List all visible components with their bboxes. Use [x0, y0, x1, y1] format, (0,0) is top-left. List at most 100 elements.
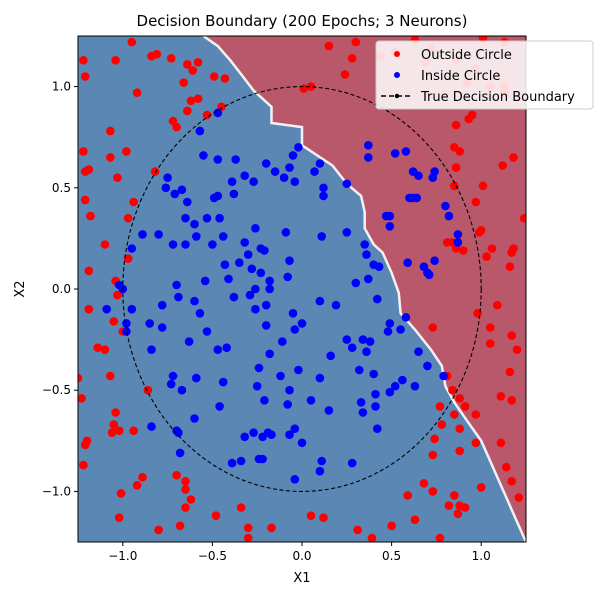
inside-point: [195, 309, 205, 318]
outside-point: [493, 300, 502, 310]
legend-marker-outside: [394, 51, 400, 57]
outside-point: [129, 426, 138, 436]
outside-point: [175, 521, 185, 531]
x-tick-label: −0.5: [198, 549, 227, 563]
outside-point: [84, 165, 94, 174]
outside-point: [505, 262, 515, 272]
inside-point: [288, 309, 298, 318]
outside-point: [476, 483, 486, 492]
outside-point: [496, 392, 506, 401]
outside-point: [428, 323, 438, 332]
inside-point: [127, 304, 137, 314]
outside-point: [514, 493, 524, 502]
outside-point: [113, 290, 122, 300]
inside-point: [175, 448, 185, 458]
inside-point: [315, 296, 325, 306]
outside-point: [80, 72, 90, 81]
y-tick-label: 0.5: [52, 181, 71, 195]
outside-point: [306, 82, 316, 91]
outside-point: [387, 521, 396, 531]
outside-point: [111, 56, 120, 65]
inside-point: [364, 274, 373, 284]
inside-point: [260, 246, 269, 255]
legend-label-inside: Inside Circle: [421, 69, 500, 84]
x-tick-label: −1.0: [108, 549, 137, 563]
legend-label-true-boundary: True Decision Boundary: [420, 90, 575, 105]
outside-point: [100, 345, 110, 355]
outside-point: [154, 525, 163, 535]
outside-point: [347, 54, 357, 63]
outside-point: [485, 339, 495, 348]
outside-point: [138, 472, 147, 482]
inside-point: [229, 292, 239, 302]
model-decision-boundary: [202, 36, 526, 542]
inside-point: [147, 422, 156, 431]
inside-point: [122, 319, 131, 328]
inside-point: [430, 167, 439, 176]
outside-point: [123, 254, 133, 263]
inside-point: [220, 260, 230, 270]
y-tick-label: −0.5: [42, 383, 71, 397]
inside-point: [261, 159, 271, 168]
inside-point: [192, 232, 201, 241]
inside-point: [278, 337, 287, 346]
inside-point: [412, 193, 422, 203]
inside-point: [294, 143, 303, 152]
inside-point: [236, 456, 246, 466]
inside-point: [251, 224, 260, 233]
outside-point: [114, 513, 124, 522]
outside-point: [351, 37, 361, 47]
inside-point: [122, 327, 131, 336]
y-tick-label: 0.0: [52, 282, 71, 296]
inside-point: [294, 365, 303, 375]
inside-point: [177, 185, 187, 195]
outside-point: [460, 402, 470, 411]
outside-point: [78, 373, 83, 383]
inside-point: [390, 149, 400, 158]
inside-point: [170, 189, 180, 199]
inside-point: [315, 373, 325, 383]
inside-point: [342, 335, 352, 344]
outside-point: [444, 501, 454, 510]
outside-point: [152, 49, 162, 59]
outside-point: [129, 197, 138, 207]
inside-point: [254, 363, 264, 373]
inside-point: [184, 337, 194, 346]
chart-title: Decision Boundary (200 Epochs; 3 Neurons…: [137, 12, 468, 30]
inside-point: [358, 335, 368, 344]
inside-point: [174, 292, 183, 302]
outside-point: [188, 66, 197, 75]
inside-point: [356, 398, 366, 407]
inside-point: [283, 400, 293, 409]
outside-point: [455, 424, 465, 434]
inside-point: [261, 300, 271, 310]
outside-point: [450, 410, 459, 419]
inside-point: [138, 230, 147, 239]
outside-point: [435, 402, 445, 411]
outside-point: [467, 110, 477, 120]
inside-point: [398, 375, 407, 385]
inside-point: [161, 183, 171, 193]
inside-point: [227, 177, 237, 186]
legend-marker-inside: [394, 72, 400, 78]
inside-point: [215, 213, 224, 223]
outside-point: [509, 153, 518, 162]
outside-point: [243, 533, 253, 542]
outside-point: [84, 304, 94, 314]
inside-point: [258, 432, 267, 442]
outside-point: [211, 511, 221, 520]
inside-point: [279, 173, 289, 182]
inside-point: [324, 406, 334, 415]
inside-point: [174, 428, 183, 438]
inside-point: [410, 381, 420, 391]
outside-point: [116, 489, 126, 498]
legend-label-outside: Outside Circle: [421, 48, 512, 63]
inside-point: [444, 211, 454, 221]
outside-point: [122, 147, 131, 156]
outside-point: [340, 70, 350, 79]
outside-point: [106, 371, 115, 381]
inside-point: [213, 191, 223, 201]
inside-point: [401, 313, 411, 322]
inside-point: [290, 424, 300, 434]
